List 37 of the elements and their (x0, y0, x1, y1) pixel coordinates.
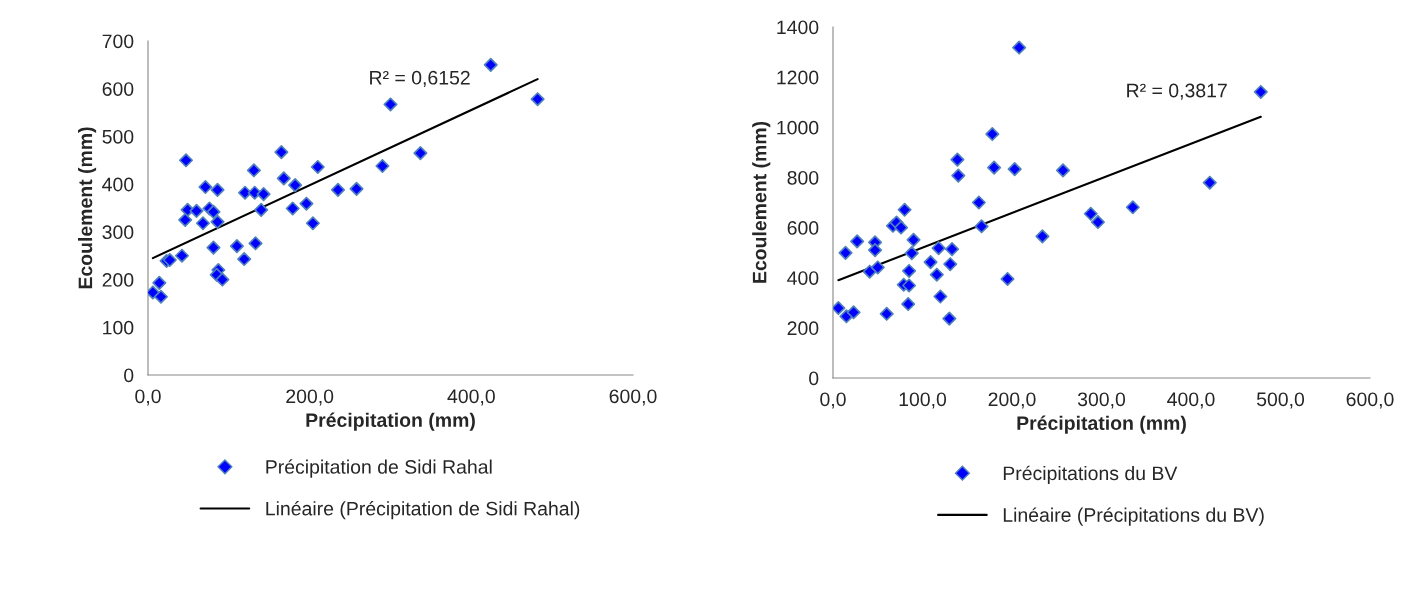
y-tick-label: 400 (102, 177, 134, 192)
y-tick-label: 1200 (777, 70, 819, 85)
y-axis-title: Ecoulement (mm) (752, 121, 771, 283)
legend-label: Précipitation de Sidi Rahal (266, 459, 492, 478)
y-tick-label: 400 (787, 271, 819, 285)
y-tick-label: 1000 (777, 120, 819, 135)
x-tick-label: 600,0 (609, 389, 657, 406)
x-tick-label: 200,0 (286, 389, 334, 406)
y-tick-label: 600 (102, 82, 134, 96)
y-tick-label: 1400 (777, 20, 819, 35)
y-tick-label: 700 (102, 34, 134, 49)
y-tick-label: 800 (787, 170, 819, 185)
y-tick-label: 100 (103, 320, 134, 335)
y-tick-label: 500 (102, 129, 134, 144)
legend-label: Précipitations du BV (1003, 465, 1178, 485)
x-tick-label: 400,0 (447, 389, 495, 406)
y-tick-label: 300 (102, 225, 134, 240)
x-tick-label: 100,0 (899, 392, 947, 409)
x-tick-label: 0,0 (135, 389, 161, 406)
y-tick-label: 600 (787, 221, 819, 235)
x-tick-label: 300,0 (1077, 392, 1126, 409)
x-tick-label: 0,0 (820, 392, 846, 409)
legend-label: Linéaire (Précipitation de Sidi Rahal) (266, 500, 580, 520)
x-tick-label: 400,0 (1167, 392, 1215, 409)
x-tick-label: 600,0 (1346, 392, 1394, 409)
x-tick-label: 500,0 (1256, 392, 1305, 409)
y-tick-label: 200 (102, 273, 134, 287)
annotation: R² = 0,3817 (1127, 83, 1227, 100)
y-tick-label: 0 (124, 368, 134, 383)
y-tick-label: 0 (809, 371, 819, 386)
annotation: R² = 0,6152 (370, 70, 470, 87)
x-tick-label: 200,0 (988, 392, 1036, 409)
x-axis-title: Précipitation (mm) (306, 412, 475, 431)
x-axis-title: Précipitation (mm) (1017, 415, 1186, 434)
legend-label: Linéaire (Précipitations du BV) (1003, 507, 1264, 526)
y-axis-title: Ecoulement (mm) (77, 127, 97, 289)
y-tick-label: 200 (787, 321, 819, 336)
